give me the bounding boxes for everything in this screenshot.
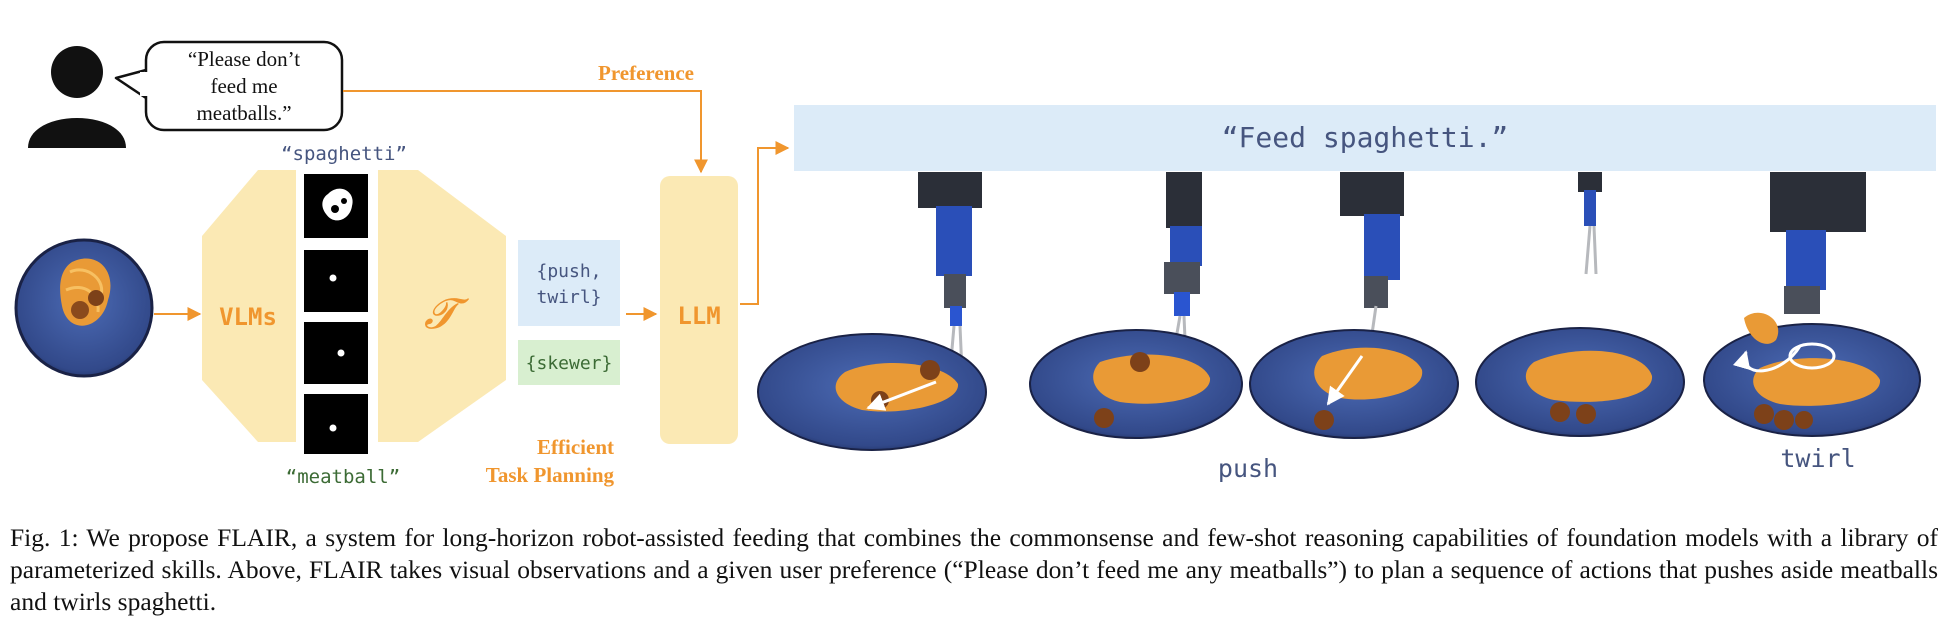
skill-box-skewer (518, 340, 620, 385)
llm-panel (660, 176, 738, 444)
tau-panel (378, 170, 506, 442)
plate-observation-image (14, 238, 154, 378)
speech-bubble: “Please don’t feed me meatballs.” (114, 40, 344, 132)
label-meatball: “meatball” (286, 466, 400, 488)
planning-label-line-2: Task Planning (486, 463, 615, 487)
command-text: “Feed spaghetti.” (1222, 121, 1509, 154)
action-label-twirl: twirl (1780, 444, 1855, 473)
vlm-panel (202, 170, 296, 442)
user-quote-line-2: feed me (210, 74, 277, 98)
preference-label: Preference (598, 61, 694, 85)
mask-spaghetti-blob (322, 188, 353, 221)
push-arrow-2 (1326, 355, 1364, 406)
command-banner (794, 105, 1936, 171)
execution-frame-3 (1249, 172, 1459, 439)
mask-meatball-2 (304, 322, 368, 384)
execution-frame-5 (1703, 172, 1921, 437)
action-label-push: push (1218, 454, 1278, 483)
mask-meatball-3 (304, 394, 368, 454)
execution-frame-1 (757, 172, 987, 451)
label-spaghetti: “spaghetti” (281, 143, 407, 165)
mask-meatball-1 (304, 250, 368, 312)
figure-caption: Fig. 1: We propose FLAIR, a system for l… (10, 523, 1938, 616)
planning-label-line-1: Efficient (537, 435, 614, 459)
skill-push-line: {push, (536, 261, 601, 282)
arrow-llm-to-command (740, 141, 790, 305)
push-arrow-1 (866, 380, 937, 411)
skill-box-push-twirl (518, 240, 620, 326)
user-icon (28, 46, 126, 148)
llm-label: LLM (677, 302, 720, 330)
user-quote-line-1: “Please don’t (188, 47, 300, 71)
twirl-arrow-left (1732, 345, 1802, 373)
execution-frame-4 (1475, 172, 1685, 437)
user-quote-line-3: meatballs.” (196, 101, 291, 125)
figure-diagram: “Please don’t feed me meatballs.” Prefer… (14, 40, 1936, 488)
segmentation-masks (304, 174, 368, 454)
skill-twirl-line: twirl} (536, 287, 601, 308)
preference-arrow (343, 90, 708, 174)
vlm-label: VLMs (219, 303, 277, 331)
execution-frame-2 (1029, 172, 1243, 439)
twirl-arrow-circle (1788, 342, 1836, 370)
skill-skewer: {skewer} (526, 353, 613, 374)
